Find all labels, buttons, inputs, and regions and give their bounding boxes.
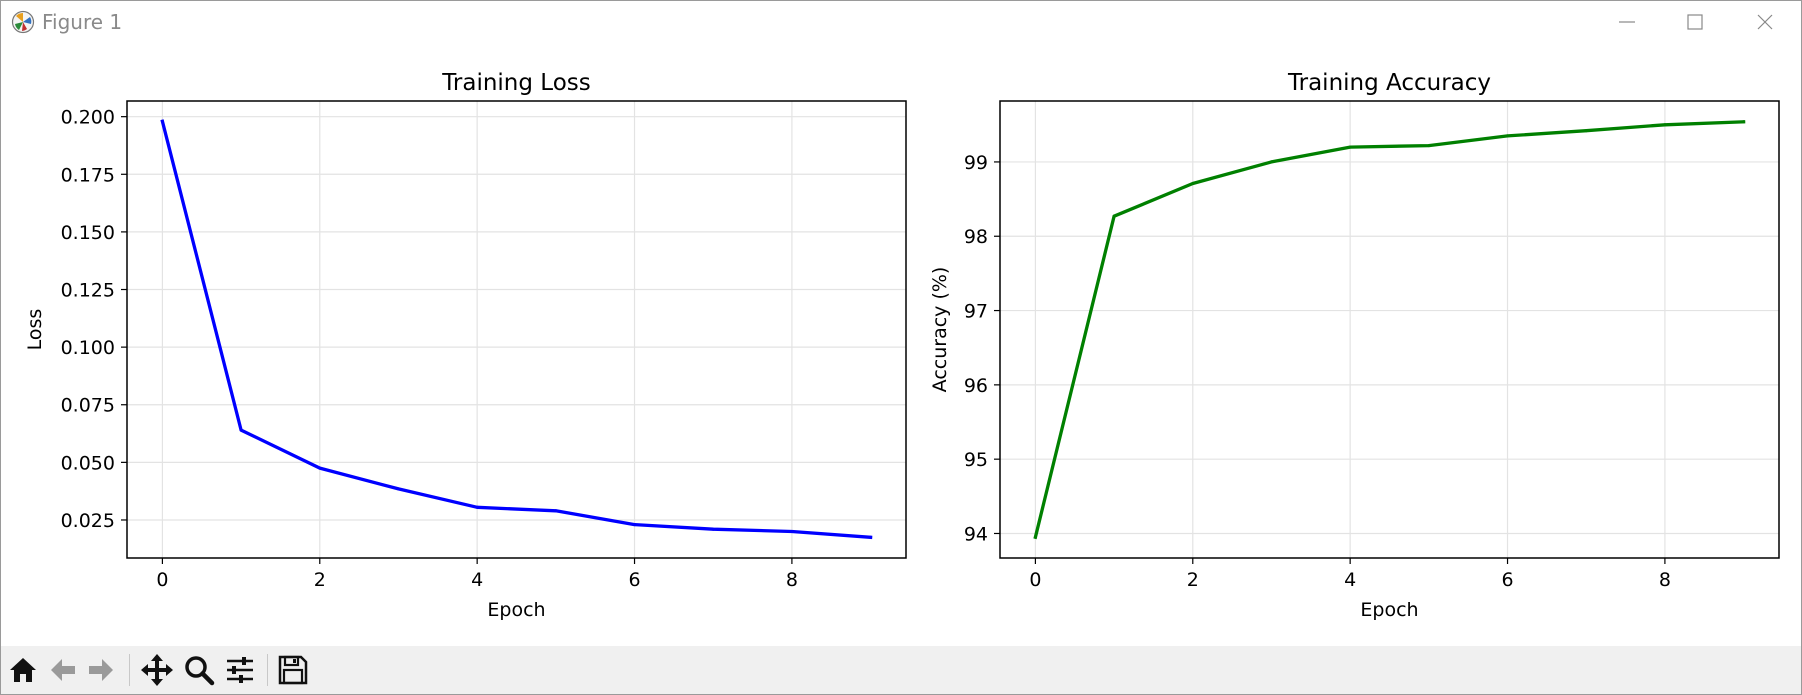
home-button[interactable]: [5, 652, 41, 688]
data-point: [1742, 120, 1746, 124]
x-tick-label: 2: [1187, 569, 1199, 591]
x-tick-label: 4: [471, 569, 483, 591]
x-tick-label: 2: [314, 569, 326, 591]
maximize-button[interactable]: [1661, 1, 1729, 43]
y-tick-label: 96: [964, 375, 988, 397]
y-tick-label: 94: [964, 523, 988, 545]
configure-subplots-icon: [227, 657, 253, 683]
data-point: [1033, 535, 1037, 539]
y-tick-label: 95: [964, 449, 988, 471]
y-tick-label: 0.150: [61, 222, 115, 244]
pan-button[interactable]: [139, 652, 175, 688]
data-point: [318, 466, 322, 470]
zoom-icon: [185, 656, 215, 686]
y-axis-label: Accuracy (%): [929, 267, 951, 393]
minimize-button[interactable]: [1593, 1, 1661, 43]
navigation-toolbar: [1, 646, 1801, 694]
back-arrow-icon: [51, 659, 75, 681]
y-tick-label: 0.075: [61, 395, 115, 417]
data-point: [160, 119, 164, 123]
chart-training-loss: 0 2 4 6 8 0.025 0.050 0.075 0.100 0.125 0.150 0.175…: [24, 70, 907, 621]
series-line: [160, 119, 873, 540]
data-point: [475, 505, 479, 509]
plots-svg: 0 2 4 6 8 0.025 0.050 0.075 0.100 0.125 0.150 0.175…: [24, 70, 1780, 621]
chart-training-accuracy: 0 2 4 6 8 94 95 96 97 98 99 Training Accuracy Epoch A…: [929, 70, 1780, 621]
y-tick-label: 0.125: [61, 280, 115, 302]
x-tick-label: 8: [786, 569, 798, 591]
y-tick-label: 0.050: [61, 452, 115, 474]
chart-title: Training Loss: [441, 70, 591, 96]
y-tick-label: 0.175: [61, 164, 115, 186]
x-axis-label: Epoch: [1360, 599, 1418, 621]
title-bar: Figure 1: [1, 1, 1801, 43]
x-tick-label: 0: [1029, 569, 1041, 591]
save-icon: [278, 655, 308, 685]
axes-frame: [999, 100, 1780, 559]
x-tick-label: 6: [1501, 569, 1513, 591]
y-tick-label: 98: [964, 226, 988, 248]
home-icon: [10, 658, 36, 682]
data-point: [790, 529, 794, 533]
y-axis-label: Loss: [24, 309, 46, 351]
chart-title: Training Accuracy: [1287, 70, 1491, 96]
back-button[interactable]: [45, 652, 81, 688]
data-point: [1663, 123, 1667, 127]
data-point: [239, 428, 243, 432]
forward-button[interactable]: [83, 652, 119, 688]
data-point: [554, 509, 558, 513]
figure-canvas[interactable]: 0 2 4 6 8 0.025 0.050 0.075 0.100 0.125 0.150 0.175…: [1, 43, 1801, 646]
data-point: [1112, 214, 1116, 218]
series-line: [1033, 120, 1746, 540]
maximize-icon: [1687, 14, 1703, 30]
toolbar-separator: [129, 654, 130, 686]
close-button[interactable]: [1731, 1, 1799, 43]
x-tick-label: 8: [1659, 569, 1671, 591]
data-point: [1584, 129, 1588, 133]
axes-frame: [126, 100, 907, 559]
y-tick-label: 0.025: [61, 510, 115, 532]
data-point: [1348, 145, 1352, 149]
x-tick-label: 4: [1344, 569, 1356, 591]
toolbar-separator: [267, 654, 268, 686]
x-tick-label: 6: [628, 569, 640, 591]
y-tick-label: 99: [964, 152, 988, 174]
x-axis-label: Epoch: [487, 599, 545, 621]
save-button[interactable]: [275, 652, 311, 688]
data-point: [869, 535, 873, 539]
configure-subplots-button[interactable]: [222, 652, 258, 688]
y-tick-label: 0.100: [61, 337, 115, 359]
zoom-button[interactable]: [181, 652, 217, 688]
data-point: [711, 527, 715, 531]
data-point: [396, 487, 400, 491]
window-title: Figure 1: [42, 10, 123, 34]
matplotlib-icon: [11, 10, 35, 34]
data-point: [633, 523, 637, 527]
minimize-icon: [1619, 21, 1635, 23]
x-tick-label: 0: [156, 569, 168, 591]
data-point: [1191, 181, 1195, 185]
data-point: [1269, 160, 1273, 164]
data-point: [1427, 144, 1431, 148]
forward-arrow-icon: [89, 659, 113, 681]
y-tick-label: 97: [964, 301, 988, 323]
pan-icon: [141, 654, 173, 686]
close-icon: [1757, 14, 1773, 30]
y-tick-label: 0.200: [61, 107, 115, 129]
data-point: [1506, 134, 1510, 138]
